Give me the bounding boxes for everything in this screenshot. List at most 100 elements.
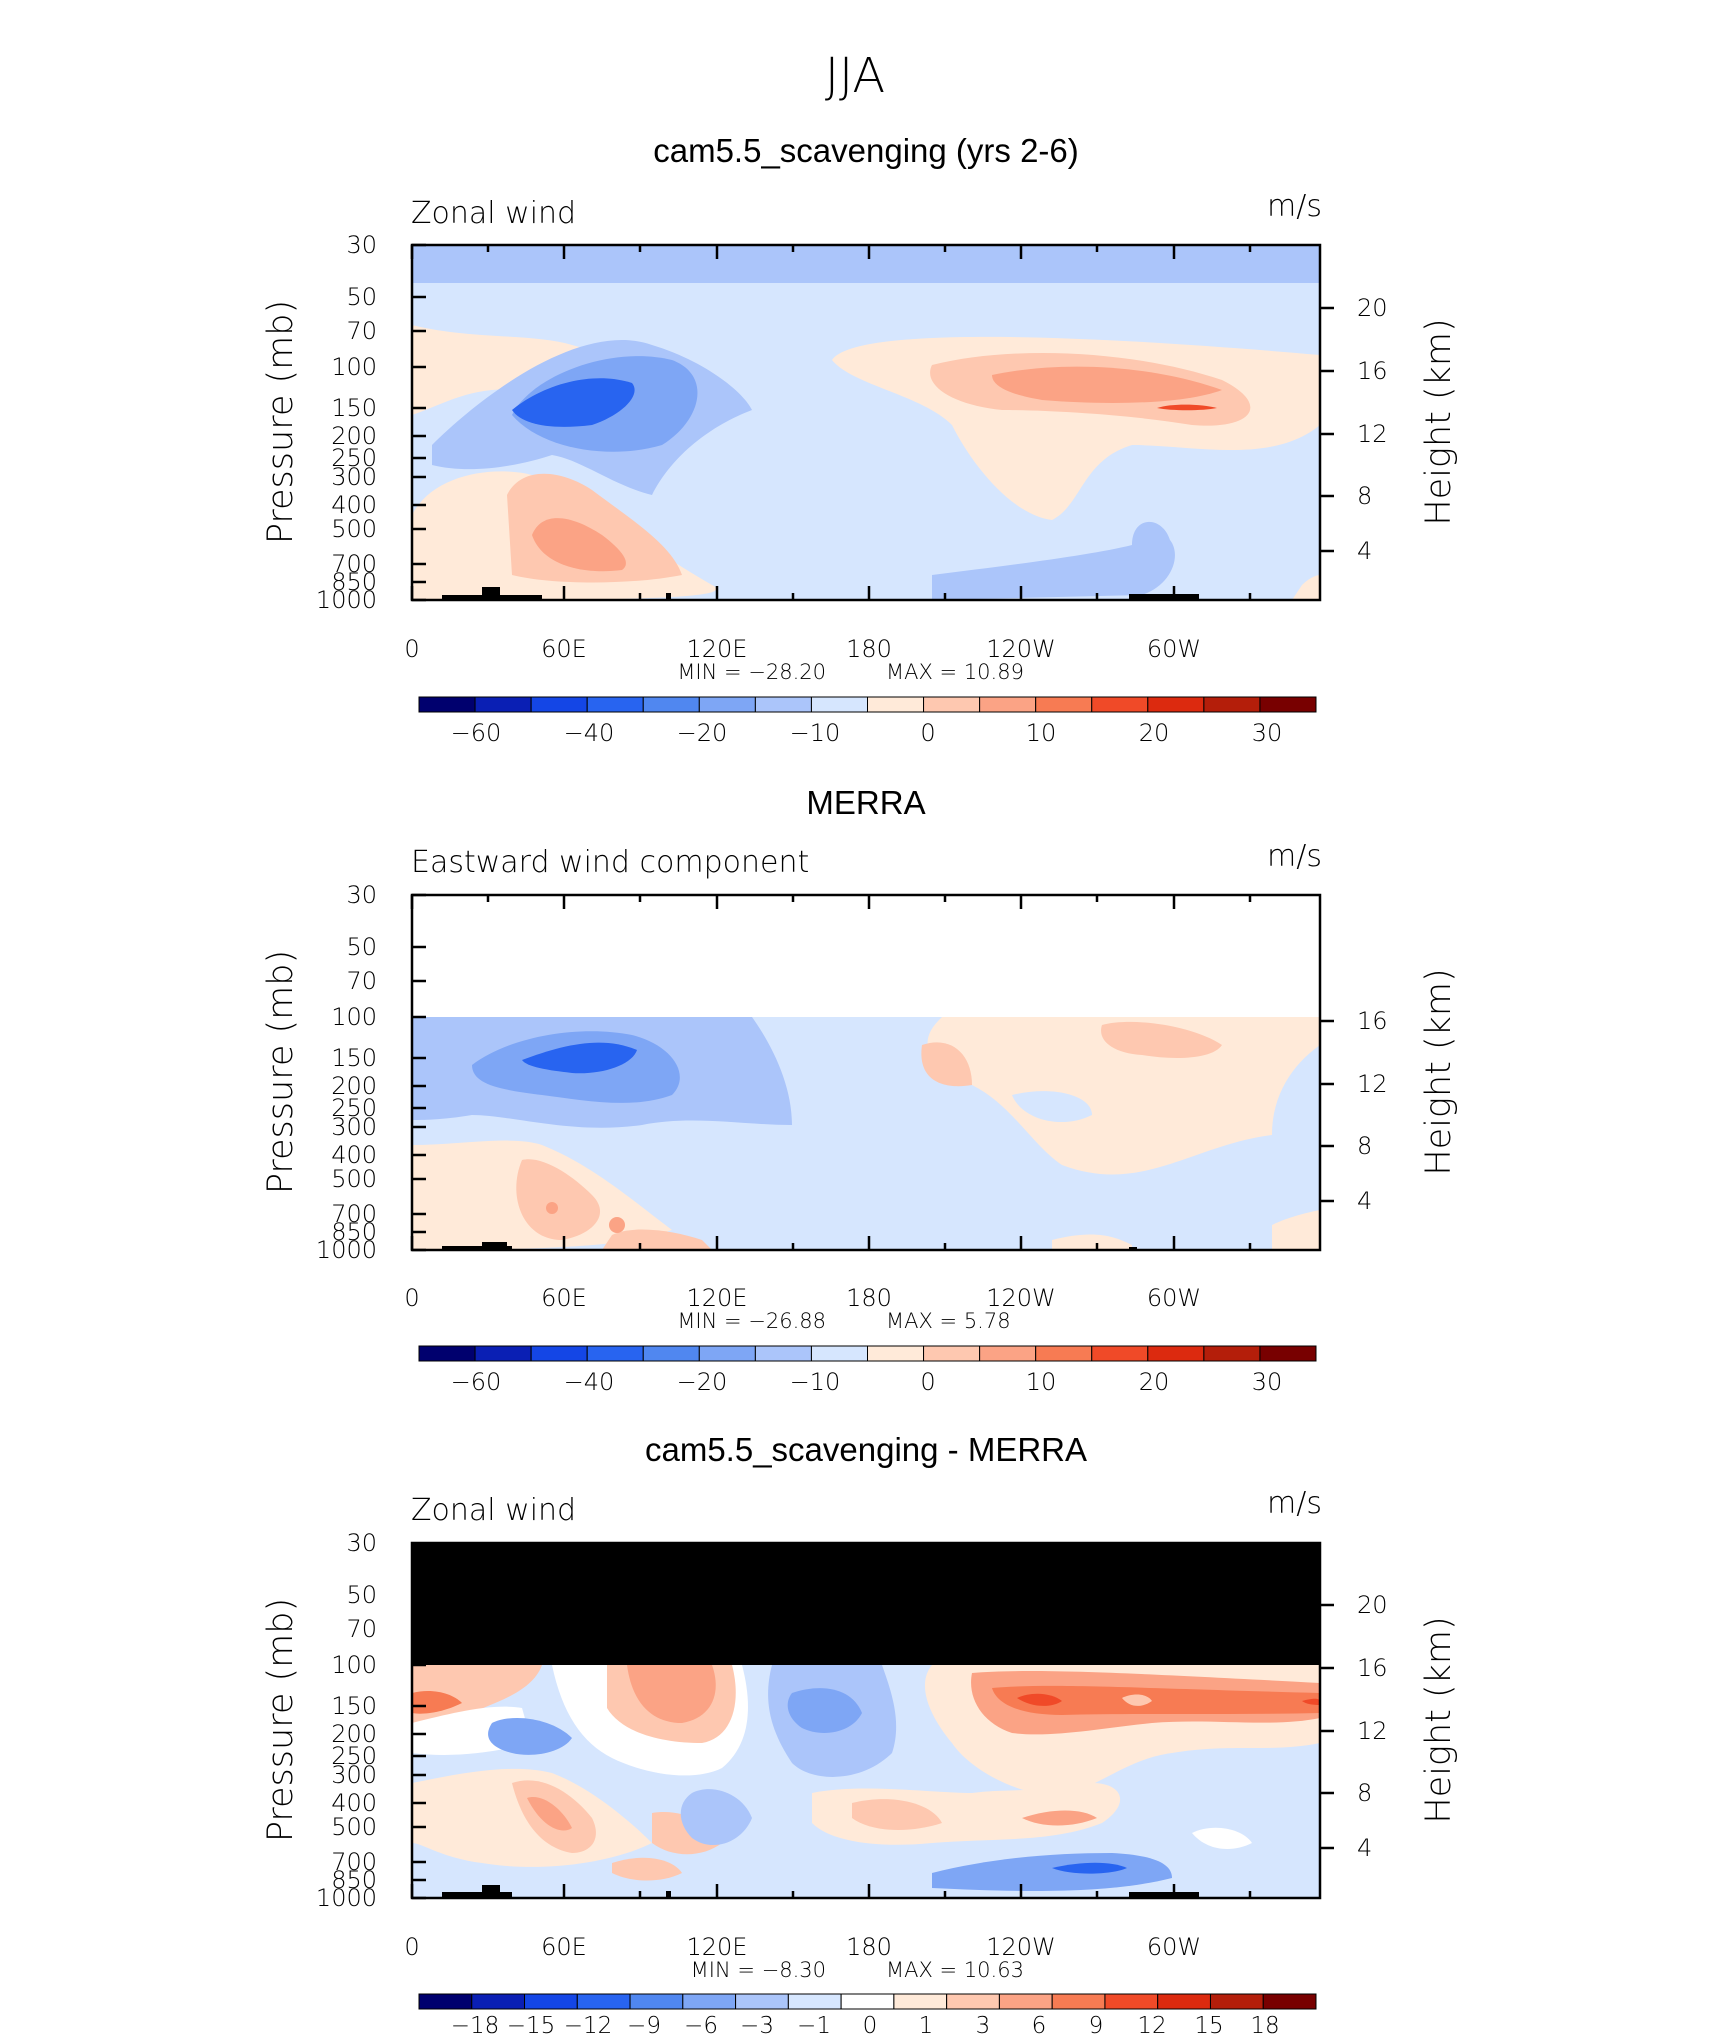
panel-3-ytick-label: 500 [331, 1813, 377, 1841]
panel-2-colorbar-label: −60 [451, 1368, 502, 1396]
panel-2-colorbar-label: 20 [1139, 1368, 1170, 1396]
panel-3-ytick-label: 400 [331, 1789, 377, 1817]
panel-3-height-label: 12 [1357, 1717, 1388, 1745]
panel-3-xtick-label: 120E [687, 1933, 748, 1961]
colorbar-box [642, 1345, 700, 1362]
panel-3-title: cam5.5_scavenging - MERRA [645, 1431, 1087, 1468]
panel-2-units: m/s [1267, 839, 1322, 874]
panel-2-title: MERRA [806, 784, 925, 821]
panel-1-ytick-label: 250 [331, 444, 377, 472]
panel-1-plot-area [412, 245, 1320, 600]
colorbar-box [642, 696, 700, 713]
panel-1-ytick-label: 30 [346, 231, 377, 259]
panel-3-height-label: 4 [1357, 1834, 1372, 1862]
panel-1-ytick-label: 100 [331, 353, 377, 381]
panel-2-no-data-region [412, 895, 1320, 1017]
colorbar-box [1262, 1993, 1317, 2010]
panel-1-height-label: 20 [1357, 294, 1388, 322]
panel-1-ytick-label: 500 [331, 515, 377, 543]
colorbar-box [1147, 1345, 1205, 1362]
panel-3-height-label: 20 [1357, 1591, 1388, 1619]
colorbar-box [586, 1345, 644, 1362]
panel-2-height-label: 4 [1357, 1187, 1372, 1215]
panel-1-xtick-label: 60W [1147, 635, 1201, 663]
panel-1-x-ticks: 0 60E 120E 180 120W 60W [404, 245, 1252, 663]
panel-1-units: m/s [1267, 189, 1322, 224]
panel-2-colorbar-boxes [418, 1345, 1317, 1362]
panel-2-colorbar-label: −10 [790, 1368, 841, 1396]
panel-3-min: MIN = −8.30 [691, 1958, 826, 1982]
panel-3-colorbar-label: −1 [797, 2013, 831, 2038]
panel-2-ytick-label: 300 [331, 1113, 377, 1141]
panel-3-frame [410, 1541, 1322, 1900]
colorbar-box [1051, 1993, 1106, 2010]
colorbar-box [530, 696, 588, 713]
panel-3-ytick-label: 100 [331, 1651, 377, 1679]
panel-2-xtick-label: 180 [846, 1284, 892, 1312]
panel-3-units: m/s [1267, 1486, 1322, 1521]
panel-1-colorbar-label: −10 [790, 719, 841, 747]
panel-2-ytick-label: 70 [346, 967, 377, 995]
panel-2-height-label: 12 [1357, 1070, 1388, 1098]
panel-1-frame [410, 243, 1322, 602]
colorbar-box [418, 1993, 473, 2010]
panel-1-xtick-label: 0 [404, 635, 419, 663]
panel-2-ytick-label: 250 [331, 1094, 377, 1122]
panel-1-y-ticks: 30 50 70 100 150 200 250 300 400 500 700… [316, 231, 426, 614]
colorbar-box [754, 1345, 812, 1362]
panel-3-colorbar-label: −18 [451, 2013, 500, 2038]
panel-1-height-label: 12 [1357, 420, 1388, 448]
colorbar-box [754, 696, 812, 713]
colorbar-box [682, 1993, 737, 2010]
panel-3-missing-region [412, 1543, 1320, 1665]
panel-2-xtick-label: 0 [404, 1284, 419, 1312]
panel-1-ytick-label: 850 [331, 568, 377, 596]
colorbar-box [530, 1345, 588, 1362]
panel-2-ytick-label: 30 [346, 881, 377, 909]
panel-2-variable: Eastward wind component [411, 845, 809, 880]
panel-1-xtick-label: 60E [541, 635, 587, 663]
panel-3-colorbar-label: 0 [863, 2013, 878, 2038]
colorbar-box [893, 1993, 948, 2010]
panel-3-ytick-label: 150 [331, 1692, 377, 1720]
panel-2-colorbar-label: 10 [1026, 1368, 1057, 1396]
colorbar-box [979, 1345, 1037, 1362]
colorbar-box [735, 1993, 789, 2010]
panel-3-ytick-label: 850 [331, 1866, 377, 1894]
panel-1-ytick-label: 700 [331, 550, 377, 578]
panel-3-colorbar-label: −3 [740, 2013, 774, 2038]
panel-3-colorbar: −18 −15 −12 −9 −6 −3 −1 0 1 3 6 9 12 15 … [418, 1993, 1317, 2038]
panel-3-plot-area [412, 1543, 1320, 1898]
panel-3-height-label: 8 [1357, 1779, 1372, 1807]
panel-1-xtick-label: 120E [687, 635, 748, 663]
panel-3-ytick-label: 30 [346, 1529, 377, 1557]
colorbar-box [698, 1345, 756, 1362]
panel-3-ytick-label: 250 [331, 1742, 377, 1770]
colorbar-box [998, 1993, 1053, 2010]
panel-1-variable: Zonal wind [411, 196, 576, 231]
panel-2-ytick-label: 850 [331, 1218, 377, 1246]
colorbar-box [946, 1993, 1000, 2010]
colorbar-box [418, 696, 476, 713]
panel-3-max: MAX = 10.63 [886, 1958, 1024, 1982]
panel-3-x-ticks: 0 60E 120E 180 120W 60W [404, 1884, 1252, 1961]
panel-2-ytick-label: 100 [331, 1003, 377, 1031]
panel-2-topography [442, 1246, 512, 1250]
colorbar-box [471, 1993, 526, 2010]
panel-1-colorbar-label: −60 [451, 719, 502, 747]
panel-1-height-label: 4 [1357, 537, 1372, 565]
panel-1-height-label: 16 [1357, 357, 1388, 385]
panel-2-xtick-label: 120W [986, 1284, 1056, 1312]
colorbar-box [474, 696, 532, 713]
panel-3-colorbar-label: −9 [627, 2013, 661, 2038]
panel-1-max: MAX = 10.89 [886, 660, 1024, 684]
panel-3-ytick-label: 1000 [316, 1884, 377, 1912]
panel-1-ytick-label: 200 [331, 422, 377, 450]
panel-3-ytick-label: 70 [346, 1615, 377, 1643]
panel-2-height-ticks: 16 12 8 4 [1320, 1007, 1388, 1215]
panel-3-y-ticks: 30 50 70 100 150 200 250 300 400 500 700… [316, 1529, 426, 1912]
panel-1-ytick-label: 150 [331, 394, 377, 422]
panel-1-colorbar-label: −20 [677, 719, 728, 747]
panel-1-colorbar-label: 20 [1139, 719, 1170, 747]
